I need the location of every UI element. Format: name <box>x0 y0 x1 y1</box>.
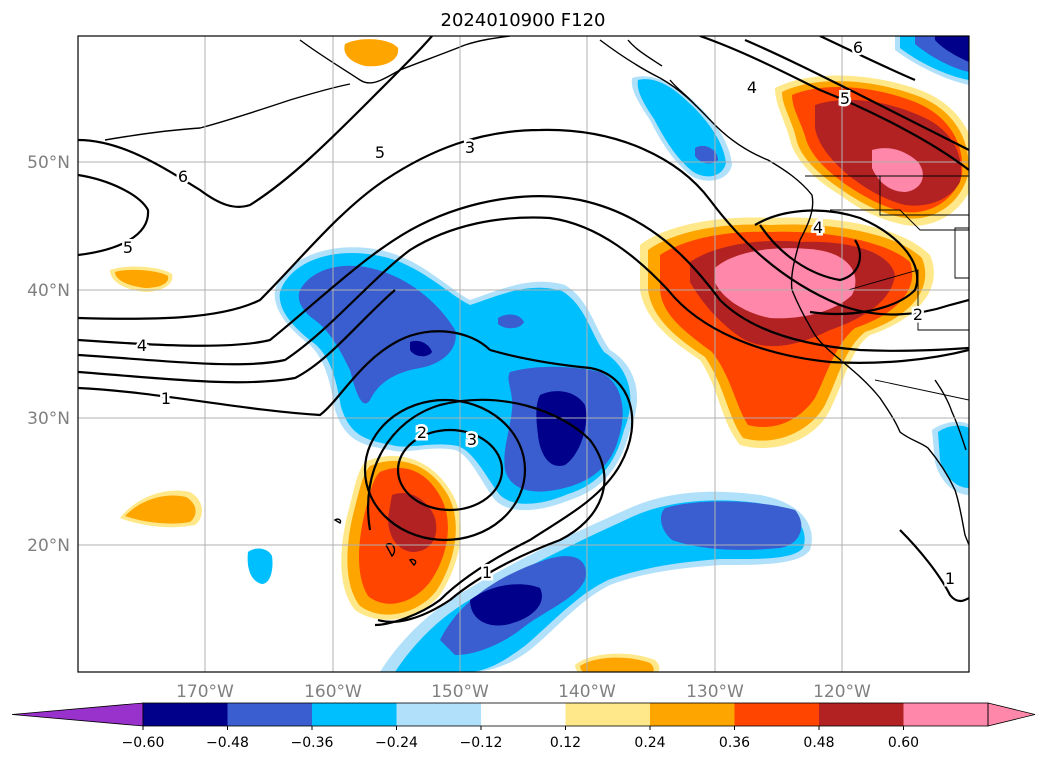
lon-label: 130°W <box>686 682 744 702</box>
lat-label: 50°N <box>27 153 70 173</box>
colorbar-segment <box>734 703 820 726</box>
contour-label: 4 <box>747 78 757 97</box>
colorbar-tick-label: −0.12 <box>460 735 503 751</box>
lon-label: 120°W <box>813 682 871 702</box>
contour-label: 3 <box>465 138 475 157</box>
contour-closed-low <box>363 398 606 623</box>
positive-anomaly-california <box>640 217 934 449</box>
lon-label: 160°W <box>304 682 362 702</box>
colorbar-segment <box>227 703 313 726</box>
negative-anomaly-northeast <box>631 36 969 495</box>
contour-label: 5 <box>375 143 385 162</box>
contour-label: 4 <box>813 218 823 237</box>
contour-label: 3 <box>467 430 477 449</box>
colorbar-tick-label: −0.48 <box>206 735 249 751</box>
lon-label: 150°W <box>431 682 489 702</box>
colorbar: −0.60 −0.48 −0.36 −0.24 −0.12 0.12 0.24 0.36 0.4… <box>11 702 1036 751</box>
lat-label: 40°N <box>27 281 70 301</box>
colorbar-tick-label: 0.60 <box>888 735 919 751</box>
colorbar-tick-label: 0.24 <box>634 735 665 751</box>
colorbar-tick-label: 0.12 <box>550 735 581 751</box>
colorbar-tick-label: −0.36 <box>291 735 334 751</box>
contour-label-group: 6 5 3 5 4 1 2 3 1 4 5 6 4 2 1 <box>120 36 957 591</box>
political-boundaries <box>805 175 969 401</box>
contour-label: 6 <box>178 167 188 186</box>
map-frame <box>77 35 970 673</box>
colorbar-extend-over <box>987 702 1036 727</box>
negative-anomaly-southern-band <box>247 491 812 672</box>
lat-label: 30°N <box>27 409 70 429</box>
colorbar-tick-label: 0.36 <box>719 735 750 751</box>
colorbar-segment <box>650 703 735 726</box>
contour-lines <box>78 36 969 627</box>
positive-anomaly-pacific-northwest <box>775 75 969 226</box>
contour-label: 5 <box>123 238 133 257</box>
positive-anomaly-small-blobs <box>110 39 660 672</box>
contour-label: 5 <box>840 89 850 108</box>
colorbar-segment <box>143 703 228 726</box>
map-title: 2024010900 F120 <box>441 10 606 31</box>
colorbar-segment <box>819 703 904 726</box>
colorbar-tick-label: −0.60 <box>122 735 165 751</box>
contour-label: 1 <box>161 389 171 408</box>
latitude-labels: 50°N 40°N 30°N 20°N <box>27 153 70 556</box>
colorbar-tick-label: 0.48 <box>803 735 834 751</box>
colorbar-segment <box>481 703 566 726</box>
colorbar-extend-under <box>11 702 144 727</box>
colorbar-segment <box>565 703 651 726</box>
contour-label: 4 <box>137 336 147 355</box>
contour-label: 1 <box>482 563 492 582</box>
gridlines <box>78 36 969 672</box>
lon-label: 170°W <box>176 682 234 702</box>
contour-label: 2 <box>913 305 923 324</box>
colorbar-segment <box>312 703 397 726</box>
map-content <box>78 36 969 672</box>
lat-label: 20°N <box>27 536 70 556</box>
longitude-labels: 170°W 160°W 150°W 140°W 130°W 120°W <box>176 682 871 702</box>
colorbar-segment <box>396 703 482 726</box>
contour-label: 2 <box>417 423 427 442</box>
contour-label: 6 <box>853 38 863 57</box>
contour-label: 1 <box>945 569 955 588</box>
colorbar-tick-label: −0.24 <box>375 735 418 751</box>
lon-label: 140°W <box>558 682 616 702</box>
colorbar-segment <box>903 703 989 726</box>
